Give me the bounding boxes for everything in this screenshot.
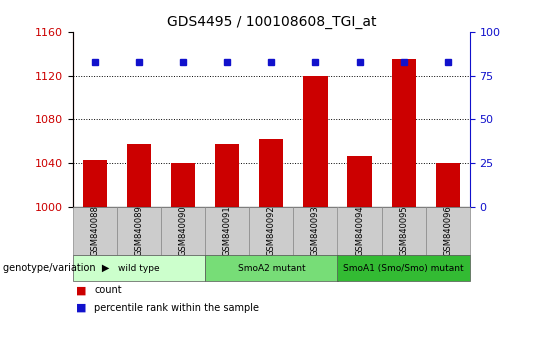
Text: GSM840093: GSM840093	[311, 206, 320, 256]
Text: GSM840089: GSM840089	[134, 206, 144, 256]
Text: genotype/variation  ▶: genotype/variation ▶	[3, 263, 109, 273]
Text: SmoA1 (Smo/Smo) mutant: SmoA1 (Smo/Smo) mutant	[343, 264, 464, 273]
Bar	[83, 160, 107, 207]
Bar	[259, 139, 284, 207]
Text: count: count	[94, 285, 122, 295]
Bar	[338, 207, 382, 255]
Text: GSM840091: GSM840091	[223, 206, 232, 256]
Bar	[215, 144, 239, 207]
Bar	[338, 255, 470, 281]
Bar	[171, 163, 195, 207]
Text: GSM840094: GSM840094	[355, 206, 364, 256]
Bar	[161, 207, 205, 255]
Text: ■: ■	[76, 303, 86, 313]
Bar	[293, 207, 338, 255]
Text: GSM840096: GSM840096	[443, 206, 452, 256]
Text: GSM840090: GSM840090	[179, 206, 188, 256]
Text: wild type: wild type	[118, 264, 160, 273]
Bar	[392, 59, 416, 207]
Bar	[347, 156, 372, 207]
Text: GSM840092: GSM840092	[267, 206, 276, 256]
Bar	[426, 207, 470, 255]
Bar	[382, 207, 426, 255]
Bar	[205, 255, 338, 281]
Bar	[73, 207, 117, 255]
Bar	[127, 144, 151, 207]
Text: SmoA2 mutant: SmoA2 mutant	[238, 264, 305, 273]
Bar	[303, 76, 328, 207]
Title: GDS4495 / 100108608_TGI_at: GDS4495 / 100108608_TGI_at	[167, 16, 376, 29]
Text: percentile rank within the sample: percentile rank within the sample	[94, 303, 260, 313]
Bar	[205, 207, 249, 255]
Bar	[73, 255, 205, 281]
Text: GSM840088: GSM840088	[91, 206, 99, 256]
Text: ■: ■	[76, 285, 86, 295]
Text: GSM840095: GSM840095	[399, 206, 408, 256]
Bar	[249, 207, 293, 255]
Bar	[117, 207, 161, 255]
Bar	[436, 163, 460, 207]
